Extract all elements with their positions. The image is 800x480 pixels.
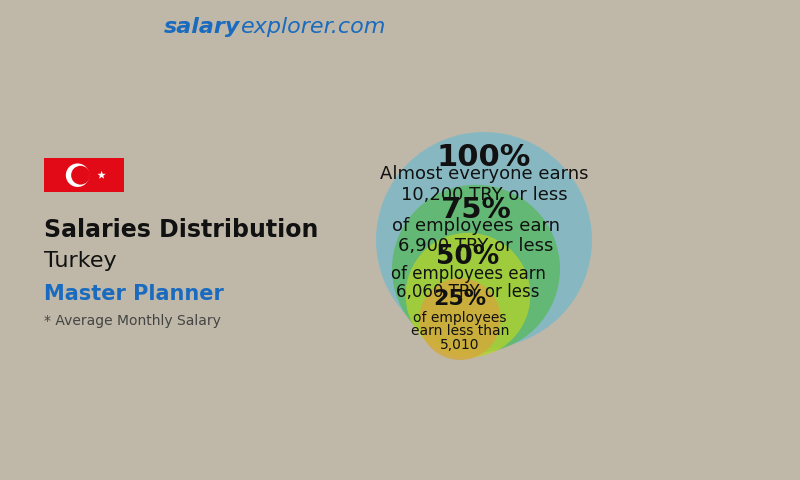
Text: salary: salary — [164, 17, 240, 37]
Ellipse shape — [376, 132, 592, 348]
Text: 50%: 50% — [436, 244, 500, 270]
FancyBboxPatch shape — [44, 158, 124, 192]
Text: 10,200 TRY or less: 10,200 TRY or less — [401, 186, 567, 204]
Text: * Average Monthly Salary: * Average Monthly Salary — [44, 314, 221, 328]
Text: 25%: 25% — [434, 289, 486, 310]
Text: earn less than: earn less than — [411, 324, 509, 338]
Text: Master Planner: Master Planner — [44, 284, 224, 304]
Ellipse shape — [392, 185, 560, 353]
Text: Turkey: Turkey — [44, 251, 117, 271]
Text: Almost everyone earns: Almost everyone earns — [380, 165, 588, 183]
Text: 5,010: 5,010 — [440, 338, 480, 352]
Text: of employees earn: of employees earn — [392, 217, 560, 236]
Text: Salaries Distribution: Salaries Distribution — [44, 218, 318, 242]
Text: explorer.com: explorer.com — [241, 17, 386, 37]
Text: 6,900 TRY or less: 6,900 TRY or less — [398, 237, 554, 255]
Ellipse shape — [419, 278, 501, 360]
Text: 6,060 TRY or less: 6,060 TRY or less — [396, 283, 540, 300]
Ellipse shape — [406, 233, 530, 358]
Polygon shape — [98, 171, 106, 179]
Text: 100%: 100% — [437, 143, 531, 172]
Text: 75%: 75% — [441, 196, 511, 224]
Ellipse shape — [66, 163, 90, 187]
Ellipse shape — [71, 166, 90, 185]
Text: of employees: of employees — [414, 311, 506, 325]
Text: of employees earn: of employees earn — [390, 265, 546, 283]
